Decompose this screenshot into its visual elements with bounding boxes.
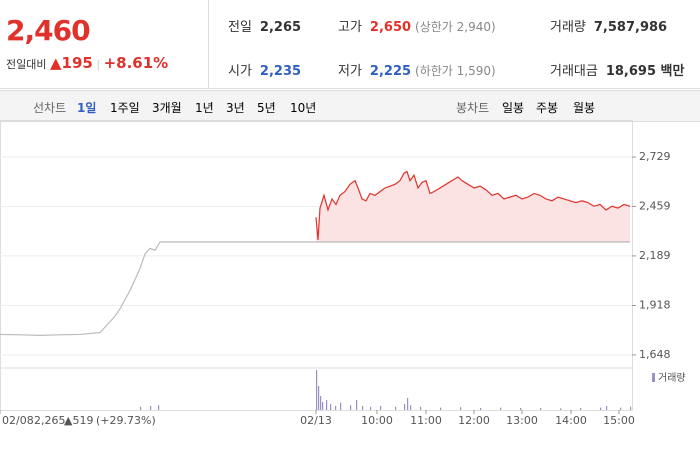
stat-label: 거래대금 bbox=[550, 64, 598, 79]
change-pct: +8.61% bbox=[103, 54, 169, 72]
tab[interactable]: 1주일 bbox=[110, 101, 140, 115]
area bbox=[316, 171, 630, 242]
stat: 전일 2,265 bbox=[228, 16, 301, 35]
volume-bar bbox=[460, 407, 462, 410]
volume-bar bbox=[316, 370, 318, 410]
x-tick-label: 14:00 bbox=[555, 414, 587, 427]
tab[interactable]: 1일 bbox=[77, 101, 97, 115]
volume-bar bbox=[440, 407, 442, 410]
tab-group-label: 선차트 bbox=[33, 101, 67, 115]
stat-value: 2,225 bbox=[369, 64, 412, 79]
change-label: 전일대비 bbox=[6, 58, 47, 71]
volume-bar bbox=[560, 408, 562, 410]
stat: 거래대금 18,695 백만 bbox=[550, 60, 684, 79]
footer-pct: (+29.73%) bbox=[96, 414, 156, 427]
volume-bar bbox=[407, 398, 409, 410]
stat-note: (상한가 2,940) bbox=[415, 20, 496, 34]
volume-bar bbox=[326, 400, 328, 410]
volume-bar bbox=[630, 406, 632, 410]
stat-label: 전일 bbox=[228, 20, 252, 35]
x-tick-label: 13:00 bbox=[506, 414, 538, 427]
tab[interactable]: 1년 bbox=[195, 101, 214, 115]
volume-bar bbox=[540, 408, 542, 410]
volume-bar bbox=[600, 407, 602, 410]
volume-bar bbox=[318, 386, 320, 410]
stat-note: (하한가 1,590) bbox=[415, 64, 496, 78]
tab[interactable]: 5년 bbox=[257, 101, 276, 115]
volume-bar bbox=[340, 402, 342, 410]
stat-value: 2,265 bbox=[259, 20, 302, 35]
tab[interactable]: 10년 bbox=[290, 101, 317, 115]
price-line bbox=[315, 170, 631, 241]
stat-value: 7,587,986 bbox=[593, 20, 668, 35]
stat-label: 시가 bbox=[228, 64, 252, 79]
volume-bar bbox=[350, 405, 352, 410]
volume-bar bbox=[370, 406, 372, 410]
volume-bar bbox=[150, 406, 152, 410]
stat-value: 18,695 백만 bbox=[605, 64, 685, 79]
plot-frame bbox=[0, 120, 633, 411]
volume-bar bbox=[330, 404, 332, 410]
price-line bbox=[0, 241, 316, 336]
stat-label: 저가 bbox=[338, 64, 362, 79]
stat: 거래량 7,587,986 bbox=[550, 16, 667, 35]
price: 2,460 bbox=[6, 14, 91, 47]
volume-bar bbox=[322, 402, 324, 410]
change: ▲195 bbox=[49, 54, 93, 72]
x-tick-label: 02/13 bbox=[300, 414, 332, 427]
x-tick-label: 11:00 bbox=[410, 414, 442, 427]
footer-price: 2,265 bbox=[34, 414, 66, 427]
stat-label: 고가 bbox=[338, 20, 362, 35]
volume-bar bbox=[404, 404, 406, 410]
volume-bar bbox=[480, 408, 482, 410]
x-tick-label: 12:00 bbox=[458, 414, 490, 427]
header: 2,460 전일대비 ▲195 | +8.61% 전일 2,265 고가 2,650(… bbox=[0, 0, 700, 89]
volume-bar bbox=[520, 408, 522, 410]
chart: 1,648 1,918 2,189 2,459 2,729 거래량 02/08 02/13 10… bbox=[0, 120, 686, 427]
volume-bar bbox=[395, 406, 397, 410]
volume-bar bbox=[580, 408, 582, 410]
x-tick-label: 10:00 bbox=[361, 414, 393, 427]
y-tick-label: 2,729 bbox=[639, 150, 671, 163]
stat: 시가 2,235 bbox=[228, 60, 301, 79]
y-tick-label: 1,648 bbox=[639, 348, 671, 361]
stat-value: 2,235 bbox=[259, 64, 302, 79]
volume-bar bbox=[356, 400, 358, 410]
volume-bar bbox=[500, 407, 502, 410]
legend-swatch bbox=[652, 373, 655, 382]
volume-bar bbox=[158, 405, 160, 410]
volume-bar bbox=[320, 396, 322, 410]
volume-bar bbox=[380, 406, 382, 410]
stat: 저가 2,225 (하한가 1,590) bbox=[338, 60, 496, 79]
y-tick-label: 2,459 bbox=[639, 199, 671, 212]
stat: 고가 2,650 (상한가 2,940) bbox=[338, 16, 496, 35]
tab[interactable]: 3개월 bbox=[152, 101, 182, 115]
volume-bar bbox=[335, 406, 337, 410]
change-row: 전일대비 ▲195 | +8.61% bbox=[6, 54, 169, 72]
volume-bar bbox=[140, 406, 142, 410]
tab-group-label: 봉차트 bbox=[456, 101, 490, 115]
tab[interactable]: 일봉 bbox=[502, 101, 525, 115]
volume-bar bbox=[606, 406, 608, 410]
footer-change: ▲519 bbox=[64, 414, 93, 427]
stat-label: 거래량 bbox=[550, 20, 586, 35]
tab-bar: 선차트 1일 1주일 3개월 1년 3년 5년 10년 봉차트 일봉 주봉 월봉 bbox=[0, 90, 700, 122]
tab[interactable]: 주봉 bbox=[536, 101, 559, 115]
x-tick-label: 15:00 bbox=[603, 414, 635, 427]
volume-bar bbox=[410, 405, 412, 410]
tab[interactable]: 월봉 bbox=[573, 101, 596, 115]
y-tick-label: 2,189 bbox=[639, 249, 671, 262]
legend-label: 거래량 bbox=[658, 372, 686, 384]
x-tick-label: 02/08 bbox=[2, 414, 34, 427]
volume-bar bbox=[420, 406, 422, 410]
price-box: 2,460 전일대비 ▲195 | +8.61% bbox=[0, 0, 209, 88]
y-tick-label: 1,918 bbox=[639, 299, 671, 312]
tab[interactable]: 3년 bbox=[226, 101, 245, 115]
volume-bar bbox=[362, 406, 364, 410]
volume-bar bbox=[620, 407, 622, 410]
stat-value: 2,650 bbox=[369, 20, 412, 35]
